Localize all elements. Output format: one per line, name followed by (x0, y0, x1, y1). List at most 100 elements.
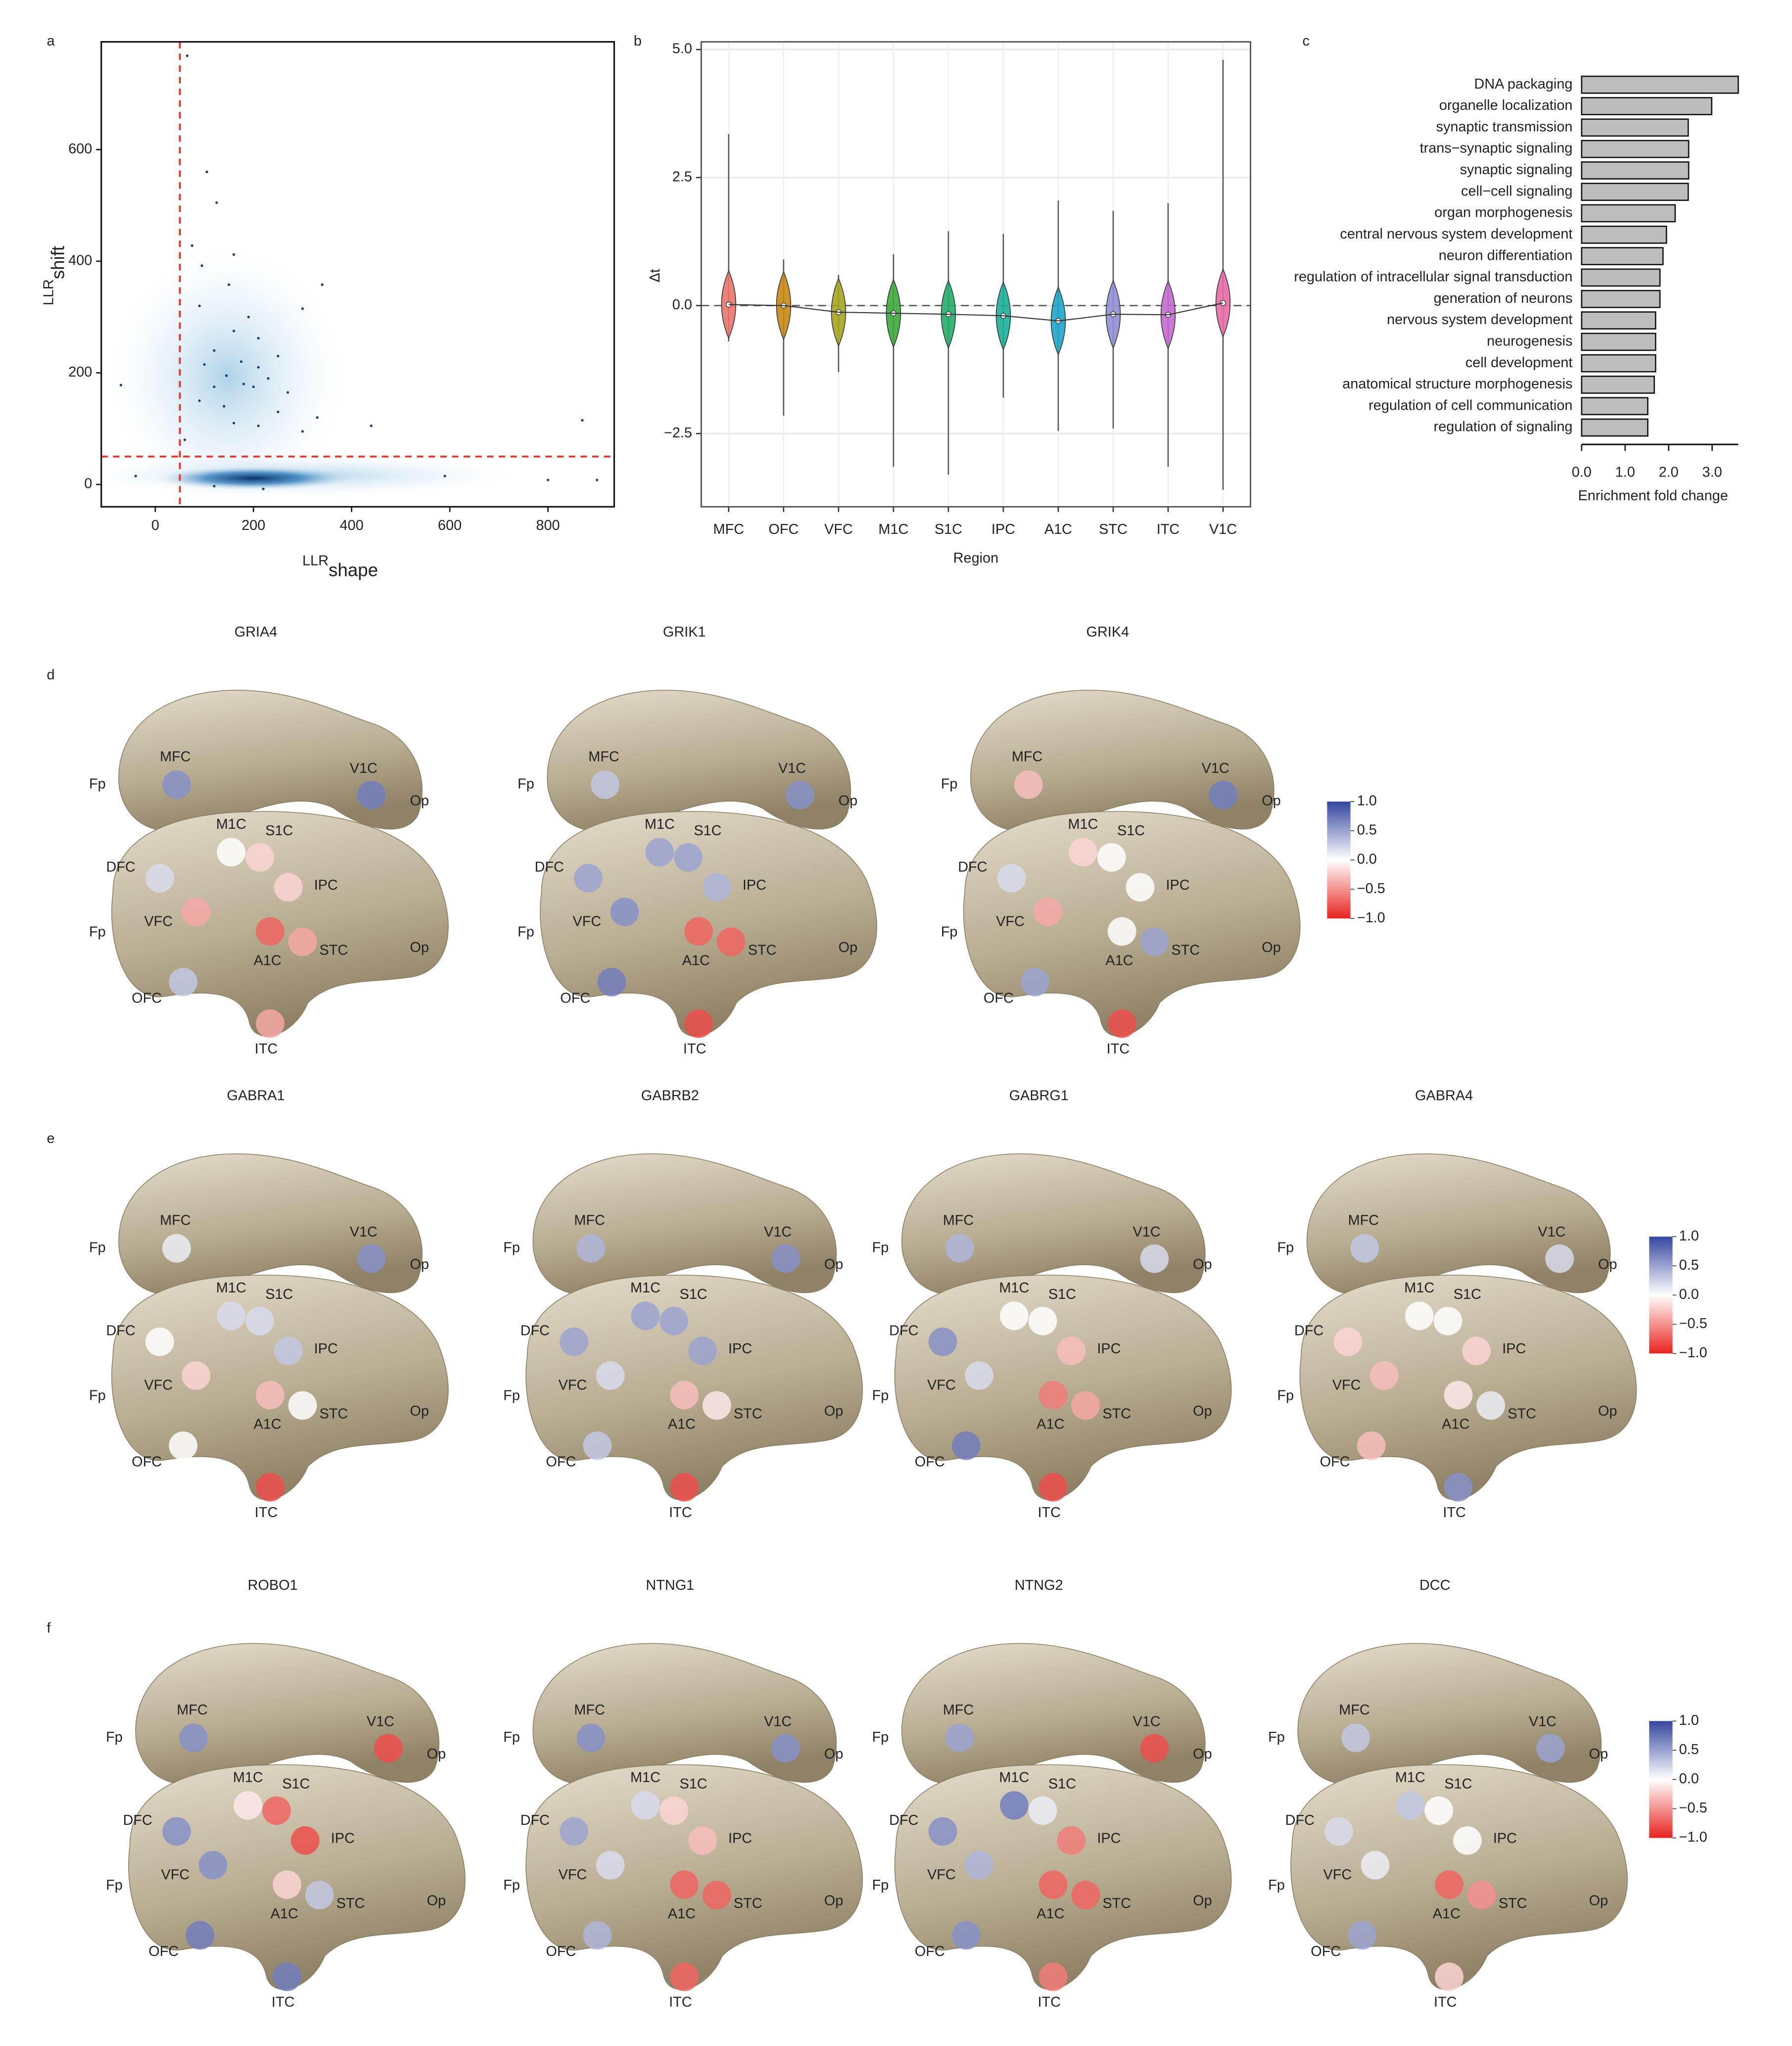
region-marker (1140, 1734, 1169, 1763)
x-tick-label: S1C (935, 522, 962, 537)
point (198, 399, 201, 402)
panel-letter: d (47, 667, 54, 683)
region-label: MFC (588, 749, 619, 764)
density-halo (110, 247, 344, 507)
region-label: V1C (350, 1224, 377, 1240)
region-label: IPC (728, 1831, 752, 1847)
colorbar-tick-label: −0.5 (1357, 881, 1385, 897)
colorbar-tick-label: −1.0 (1679, 1345, 1707, 1361)
bar (1581, 418, 1649, 437)
landmark-label: Fp (89, 1239, 106, 1255)
category-label: central nervous system development (1340, 226, 1572, 242)
x-tick-label: 0 (151, 518, 159, 533)
x-axis-label-sub: shape (329, 560, 378, 580)
point (286, 391, 289, 394)
plot-background (701, 42, 1251, 507)
region-label: OFC (915, 1454, 945, 1470)
landmark-label: Fp (89, 924, 106, 940)
region-label: DFC (535, 859, 564, 875)
region-marker (645, 838, 674, 867)
region-marker (1140, 1244, 1169, 1273)
panel-letter: a (47, 33, 55, 49)
point (277, 410, 280, 414)
region-marker (256, 917, 284, 946)
landmark-label: Op (1589, 1746, 1608, 1762)
region-marker (1071, 1391, 1100, 1420)
region-marker (660, 1796, 689, 1825)
region-marker (945, 1234, 974, 1263)
x-axis-label: Region (953, 550, 998, 566)
region-label: S1C (1444, 1776, 1472, 1792)
region-marker (785, 781, 814, 809)
point (321, 283, 324, 286)
region-label: ITC (1107, 1041, 1130, 1057)
region-marker (716, 927, 746, 956)
region-marker (999, 1791, 1029, 1820)
bar (1581, 97, 1713, 115)
region-marker (274, 873, 303, 902)
gene-title: GRIA4 (235, 624, 278, 640)
region-label: VFC (144, 914, 173, 930)
region-marker (688, 1336, 717, 1366)
region-label: VFC (927, 1378, 956, 1393)
region-label: IPC (1166, 877, 1189, 893)
region-label: ITC (1037, 1994, 1061, 2010)
gene-title: DCC (1419, 1577, 1451, 1593)
region-label: A1C (1037, 1906, 1064, 1922)
x-tick-label: MFC (713, 522, 745, 537)
region-label: S1C (1048, 1776, 1076, 1792)
region-marker (771, 1244, 800, 1273)
region-label: A1C (682, 952, 710, 968)
region-label: STC (336, 1896, 365, 1911)
landmark-label: Fp (872, 1877, 889, 1893)
region-label: V1C (778, 761, 806, 776)
brain-panel: GABRG1 MFC V1C M1C S1C DFC IPC VFC A1C STC OFC ITC F… (872, 1088, 1232, 1521)
region-marker (245, 1306, 274, 1335)
region-marker (684, 1009, 713, 1038)
region-label: M1C (1404, 1280, 1434, 1296)
colorbar-tick-label: −0.5 (1679, 1316, 1707, 1332)
category-label: regulation of signaling (1434, 419, 1573, 435)
region-marker (999, 1301, 1029, 1331)
median-line (728, 302, 1224, 322)
gene-title: GRIK1 (663, 624, 706, 640)
region-marker (169, 967, 197, 997)
region-marker (1433, 1306, 1462, 1335)
region-marker (591, 770, 619, 799)
region-marker (1324, 1817, 1353, 1846)
landmark-label: Fp (503, 1729, 520, 1745)
landmark-label: Fp (872, 1388, 889, 1404)
region-marker (1038, 1473, 1068, 1502)
region-label: S1C (1048, 1286, 1076, 1302)
point (232, 253, 236, 256)
region-label: OFC (546, 1454, 576, 1470)
brain-panel: ROBO1 MFC V1C M1C S1C DFC IPC VFC A1C STC OFC ITC Fp… (106, 1577, 466, 2010)
region-marker (162, 1234, 191, 1263)
region-label: A1C (1433, 1906, 1461, 1922)
region-label: DFC (520, 1812, 550, 1828)
x-tick-label: A1C (1044, 522, 1072, 537)
landmark-label: Fp (518, 776, 534, 792)
region-marker (1107, 917, 1136, 946)
region-label: OFC (148, 1944, 179, 1959)
region-marker (702, 1391, 731, 1420)
region-label: V1C (1132, 1224, 1160, 1240)
region-marker (1341, 1723, 1370, 1753)
region-label: VFC (996, 914, 1025, 930)
region-marker (1038, 1962, 1068, 1992)
category-label: generation of neurons (1434, 290, 1573, 306)
region-marker (1369, 1361, 1399, 1390)
point (239, 360, 243, 363)
landmark-label: Op (410, 793, 429, 809)
point (267, 377, 270, 380)
region-marker (1020, 967, 1049, 997)
point (213, 385, 216, 388)
landmark-label: Op (1193, 1257, 1212, 1273)
region-label: OFC (546, 1944, 576, 1959)
landmark-label: Op (1193, 1893, 1212, 1909)
category-label: neuron differentiation (1439, 247, 1573, 263)
region-label: S1C (282, 1776, 310, 1792)
y-tick-label: −2.5 (664, 425, 692, 441)
region-marker (1545, 1244, 1574, 1273)
gene-title: GABRG1 (1009, 1088, 1069, 1103)
